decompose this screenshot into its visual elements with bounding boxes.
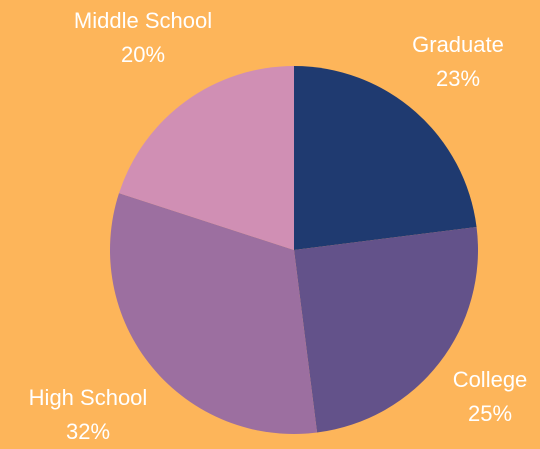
slice-value-label: 32% — [66, 419, 110, 444]
slice-label: College — [453, 367, 528, 392]
slice-value-label: 20% — [121, 42, 165, 67]
slice-label: Graduate — [412, 32, 504, 57]
slice-label: Middle School — [74, 8, 212, 33]
pie-slice — [119, 65, 294, 250]
slice-value-label: 25% — [468, 401, 512, 426]
pie-slice — [294, 66, 477, 250]
slice-label: High School — [29, 385, 148, 410]
pie-slice — [294, 226, 478, 433]
pie-slice — [109, 193, 318, 434]
slice-value-label: 23% — [436, 66, 480, 91]
